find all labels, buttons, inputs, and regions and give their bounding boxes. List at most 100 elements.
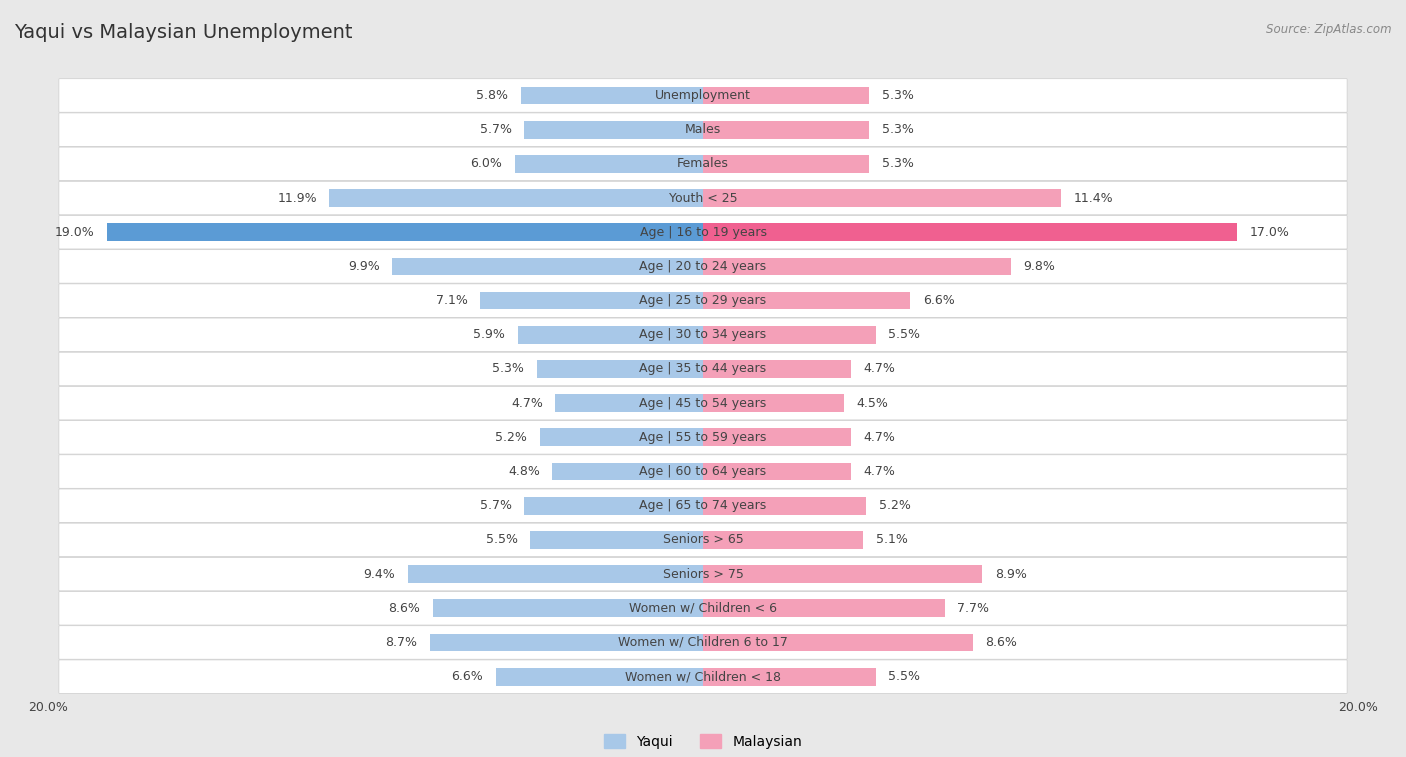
Text: 4.8%: 4.8% (508, 465, 540, 478)
Bar (703, 565, 983, 583)
Text: 5.7%: 5.7% (479, 499, 512, 512)
Text: 7.1%: 7.1% (436, 294, 468, 307)
FancyBboxPatch shape (59, 352, 1347, 386)
Text: Women w/ Children < 6: Women w/ Children < 6 (628, 602, 778, 615)
FancyBboxPatch shape (59, 181, 1347, 215)
Text: 20.0%: 20.0% (28, 701, 67, 715)
Text: Age | 20 to 24 years: Age | 20 to 24 years (640, 260, 766, 273)
Bar (517, 326, 703, 344)
Legend: Yaqui, Malaysian: Yaqui, Malaysian (599, 728, 807, 754)
Bar (479, 291, 703, 310)
Bar (703, 326, 876, 344)
FancyBboxPatch shape (59, 489, 1347, 522)
Text: 9.8%: 9.8% (1024, 260, 1054, 273)
Bar (540, 428, 703, 446)
Text: 5.5%: 5.5% (889, 329, 920, 341)
Text: Age | 65 to 74 years: Age | 65 to 74 years (640, 499, 766, 512)
Bar (703, 600, 945, 617)
Text: Unemployment: Unemployment (655, 89, 751, 102)
Bar (392, 257, 703, 276)
Text: 9.9%: 9.9% (347, 260, 380, 273)
Text: Age | 16 to 19 years: Age | 16 to 19 years (640, 226, 766, 238)
Bar (530, 531, 703, 549)
Text: 5.5%: 5.5% (486, 534, 517, 547)
Text: Age | 35 to 44 years: Age | 35 to 44 years (640, 363, 766, 375)
Text: Seniors > 65: Seniors > 65 (662, 534, 744, 547)
Text: 8.6%: 8.6% (388, 602, 420, 615)
Bar (408, 565, 703, 583)
Text: 5.8%: 5.8% (477, 89, 509, 102)
Bar (430, 634, 703, 651)
Bar (329, 189, 703, 207)
Bar (703, 291, 910, 310)
Bar (515, 155, 703, 173)
Text: 8.7%: 8.7% (385, 636, 418, 649)
Text: 6.6%: 6.6% (451, 670, 484, 683)
Text: 8.6%: 8.6% (986, 636, 1018, 649)
Text: 8.9%: 8.9% (995, 568, 1026, 581)
FancyBboxPatch shape (59, 557, 1347, 591)
Text: 17.0%: 17.0% (1249, 226, 1289, 238)
Bar (703, 360, 851, 378)
Bar (524, 497, 703, 515)
Bar (703, 223, 1237, 241)
Text: 4.7%: 4.7% (863, 465, 896, 478)
Text: 5.1%: 5.1% (876, 534, 907, 547)
Bar (555, 394, 703, 412)
FancyBboxPatch shape (59, 523, 1347, 556)
Bar (524, 121, 703, 139)
Bar (433, 600, 703, 617)
Text: 4.5%: 4.5% (856, 397, 889, 410)
FancyBboxPatch shape (59, 113, 1347, 146)
FancyBboxPatch shape (59, 147, 1347, 181)
Text: Women w/ Children 6 to 17: Women w/ Children 6 to 17 (619, 636, 787, 649)
Bar (703, 463, 851, 481)
FancyBboxPatch shape (59, 79, 1347, 112)
Bar (703, 257, 1011, 276)
Bar (703, 668, 876, 686)
Text: Women w/ Children < 18: Women w/ Children < 18 (626, 670, 780, 683)
Text: 4.7%: 4.7% (510, 397, 543, 410)
Text: 6.0%: 6.0% (470, 157, 502, 170)
FancyBboxPatch shape (59, 626, 1347, 659)
Text: 5.3%: 5.3% (882, 157, 914, 170)
Text: Source: ZipAtlas.com: Source: ZipAtlas.com (1267, 23, 1392, 36)
Bar (703, 394, 844, 412)
FancyBboxPatch shape (59, 455, 1347, 488)
Text: Age | 45 to 54 years: Age | 45 to 54 years (640, 397, 766, 410)
Bar (703, 189, 1062, 207)
Bar (537, 360, 703, 378)
Text: 11.4%: 11.4% (1073, 192, 1114, 204)
Bar (703, 155, 869, 173)
Text: 4.7%: 4.7% (863, 363, 896, 375)
FancyBboxPatch shape (59, 284, 1347, 317)
FancyBboxPatch shape (59, 386, 1347, 420)
Text: Age | 60 to 64 years: Age | 60 to 64 years (640, 465, 766, 478)
Text: 9.4%: 9.4% (364, 568, 395, 581)
Text: 5.9%: 5.9% (474, 329, 505, 341)
Text: 20.0%: 20.0% (1339, 701, 1378, 715)
FancyBboxPatch shape (59, 318, 1347, 351)
Text: Females: Females (678, 157, 728, 170)
Text: 5.7%: 5.7% (479, 123, 512, 136)
Text: 5.2%: 5.2% (495, 431, 527, 444)
Text: 5.3%: 5.3% (882, 89, 914, 102)
Bar (522, 86, 703, 104)
Text: 7.7%: 7.7% (957, 602, 990, 615)
Bar (703, 121, 869, 139)
Bar (553, 463, 703, 481)
Text: 4.7%: 4.7% (863, 431, 896, 444)
Text: 11.9%: 11.9% (277, 192, 316, 204)
Text: Yaqui vs Malaysian Unemployment: Yaqui vs Malaysian Unemployment (14, 23, 353, 42)
Bar (496, 668, 703, 686)
Text: Age | 55 to 59 years: Age | 55 to 59 years (640, 431, 766, 444)
Bar (703, 497, 866, 515)
Text: 6.6%: 6.6% (922, 294, 955, 307)
FancyBboxPatch shape (59, 216, 1347, 249)
Text: 5.3%: 5.3% (492, 363, 524, 375)
FancyBboxPatch shape (59, 421, 1347, 454)
Text: Age | 30 to 34 years: Age | 30 to 34 years (640, 329, 766, 341)
Text: 5.3%: 5.3% (882, 123, 914, 136)
Text: Seniors > 75: Seniors > 75 (662, 568, 744, 581)
Bar (703, 86, 869, 104)
